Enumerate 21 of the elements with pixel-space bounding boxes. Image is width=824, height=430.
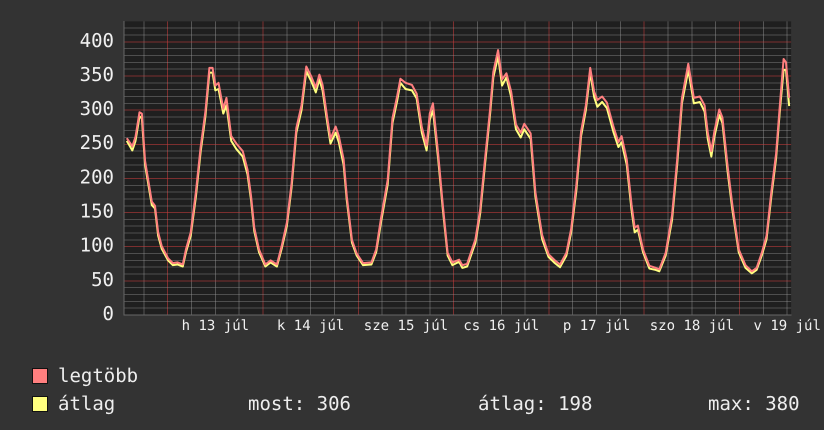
y-tick-label: 250 [80,132,114,154]
y-tick-label: 0 [102,302,114,325]
y-tick-label: 400 [80,30,114,52]
x-tick-label: szo 18 júl [650,318,734,334]
text: max: 380 [708,392,801,417]
x-tick-label: cs 16 júl [463,318,540,334]
legend-label: legtöbb [58,364,140,389]
x-tick-label: p 17 júl [562,318,630,334]
x-tick-label: k 14 júl [276,318,344,334]
x-tick-label: v 19 júl [753,318,821,334]
legend-label: átlag [58,392,116,417]
y-tick-label: 150 [80,200,114,223]
y-tick-label: 100 [80,234,114,257]
y-tick-label: 350 [80,64,114,86]
y-tick-label: 200 [80,166,114,188]
text: átlag: 198 [478,392,594,417]
x-tick-label: sze 15 júl [364,318,448,334]
y-tick-label: 50 [91,268,114,291]
text: most: 306 [248,392,352,417]
x-tick-label: h 13 júl [182,318,250,334]
y-tick-label: 300 [80,98,114,120]
